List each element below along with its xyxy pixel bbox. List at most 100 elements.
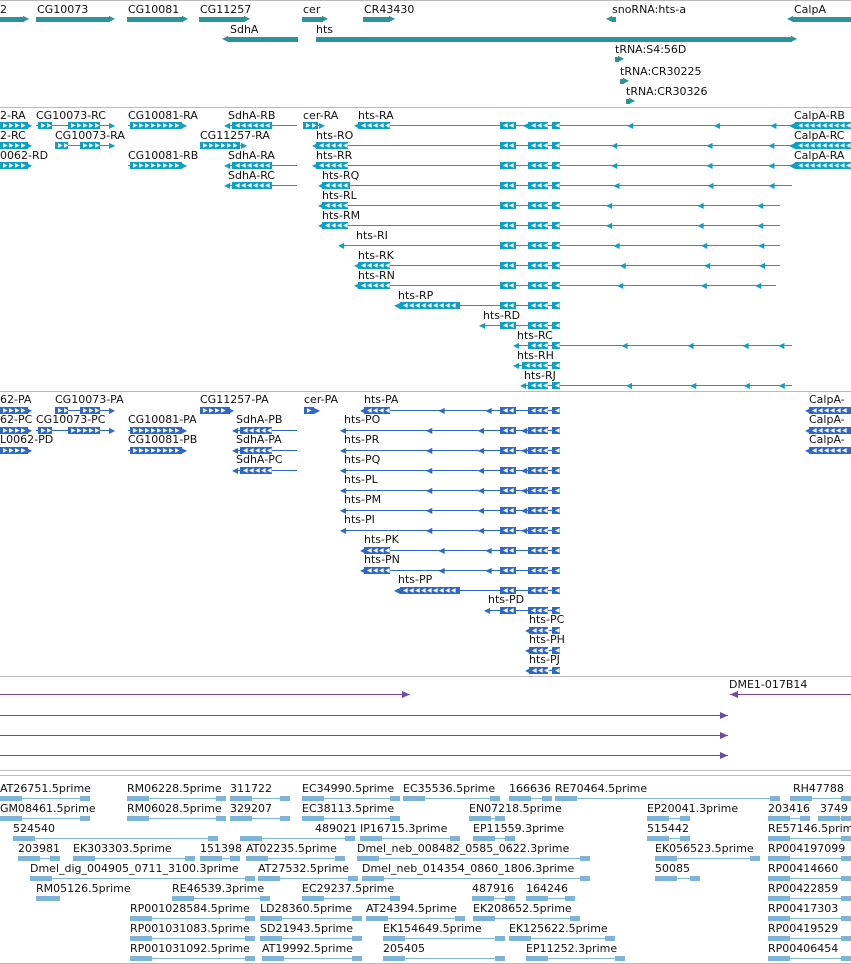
strand-arrow-icon: ◀ xyxy=(537,447,542,454)
strand-arrow-icon: ◀ xyxy=(503,527,508,534)
strand-arrow-icon: ◀ xyxy=(768,181,775,190)
est-block xyxy=(172,896,194,901)
feature-label: CG10073-PC xyxy=(36,413,106,426)
intron-line xyxy=(344,430,560,431)
strand-arrow-icon: ◀ xyxy=(331,162,336,169)
est-block xyxy=(366,916,388,921)
est-line xyxy=(127,798,226,799)
strand-arrow-icon: ▶ xyxy=(89,407,94,414)
strand-arrow-icon: ▶ xyxy=(233,142,238,149)
est-block xyxy=(127,796,149,801)
strand-arrow-icon: ◀ xyxy=(373,262,378,269)
gene-bar xyxy=(316,37,792,42)
strand-arrow-icon: ▶ xyxy=(314,406,321,415)
strand-arrow-icon: ◀ xyxy=(253,122,258,129)
strand-arrow-icon: ◀ xyxy=(810,162,815,169)
feature-label: hts-RN xyxy=(358,269,395,282)
strand-arrow-icon: ◀ xyxy=(485,546,492,555)
est-block xyxy=(841,916,851,921)
est-block xyxy=(73,856,95,861)
feature-end xyxy=(730,691,738,698)
strand-arrow-icon: ◀ xyxy=(343,222,348,229)
strand-arrow-icon: ▶ xyxy=(3,142,8,149)
est-block xyxy=(246,856,268,861)
est-block xyxy=(362,876,384,881)
strand-arrow-icon: ◀ xyxy=(261,467,266,474)
intron-line xyxy=(398,590,560,591)
strand-arrow-icon: ◀ xyxy=(354,122,360,130)
feature-label: RE57146.5prime xyxy=(768,822,851,835)
strand-arrow-icon: ◀ xyxy=(241,182,246,189)
strand-arrow-icon: ▶ xyxy=(21,447,26,454)
feature-label: CalpA-RB xyxy=(794,109,845,122)
feature-label: RP00422859 xyxy=(768,882,839,895)
exon-block xyxy=(500,302,516,309)
strand-arrow-icon: ◀ xyxy=(385,407,390,414)
strand-arrow-icon: ◀ xyxy=(525,667,531,675)
strand-arrow-icon: ▶ xyxy=(77,427,82,434)
strand-arrow-icon: ◀ xyxy=(503,142,508,149)
strand-arrow-icon: ◀ xyxy=(531,567,536,574)
strand-arrow-icon: ◀ xyxy=(312,142,318,150)
strand-arrow-icon: ◀ xyxy=(255,447,260,454)
strand-arrow-icon: ◀ xyxy=(261,427,266,434)
strand-arrow-icon: ▶ xyxy=(145,162,150,169)
feature-label: 489021 xyxy=(315,822,357,835)
intron-line xyxy=(344,510,560,511)
strand-arrow-icon: ◀ xyxy=(379,122,384,129)
strand-arrow-icon: ▶ xyxy=(95,122,100,129)
strand-arrow-icon: ◀ xyxy=(503,222,508,229)
exon-block xyxy=(552,122,560,129)
strand-arrow-icon: ◀ xyxy=(319,162,324,169)
intron-line xyxy=(358,125,792,126)
strand-arrow-icon: ◀ xyxy=(503,607,508,614)
strand-arrow-icon: ▶ xyxy=(244,14,251,23)
exon-block xyxy=(528,507,548,514)
gene-bar xyxy=(199,17,245,22)
exon-block xyxy=(795,142,851,149)
strand-arrow-icon: ◀ xyxy=(337,202,342,209)
strand-arrow-icon: ◀ xyxy=(477,506,485,515)
exon-block xyxy=(528,547,548,554)
est-block xyxy=(473,836,495,841)
strand-arrow-icon: ◀ xyxy=(822,162,827,169)
strand-arrow-icon: ◀ xyxy=(531,262,536,269)
track-separator xyxy=(0,0,851,1)
strand-arrow-icon: ◀ xyxy=(513,341,520,350)
strand-arrow-icon: ◀ xyxy=(555,487,560,494)
est-block xyxy=(245,916,255,921)
strand-arrow-icon: ◀ xyxy=(778,341,785,350)
strand-arrow-icon: ◀ xyxy=(503,427,508,434)
feature-label: L0062-PD xyxy=(0,433,54,446)
feature-label: EC29237.5prime xyxy=(302,882,395,895)
strand-arrow-icon: ▶ xyxy=(9,447,14,454)
est-block xyxy=(800,816,810,821)
exon-block xyxy=(232,122,272,129)
strand-arrow-icon: ◀ xyxy=(445,587,450,594)
strand-arrow-icon: ◀ xyxy=(235,182,240,189)
strand-arrow-icon: ◀ xyxy=(543,407,548,414)
exon-block xyxy=(528,282,548,289)
strand-arrow-icon: ◀ xyxy=(531,322,536,329)
strand-arrow-icon: ◀ xyxy=(707,181,714,190)
feature-label: EK056523.5prime xyxy=(655,842,754,855)
est-line xyxy=(383,938,505,939)
exon-block xyxy=(303,122,318,129)
feature-label: CG10073-PA xyxy=(55,393,124,406)
strand-arrow-icon: ◀ xyxy=(538,627,543,634)
strand-arrow-icon: ◀ xyxy=(810,122,815,129)
est-line xyxy=(655,878,700,879)
feature-label: hts-PM xyxy=(344,493,382,506)
strand-arrow-icon: ◀ xyxy=(235,162,240,169)
feature-label: 62-PA xyxy=(0,393,32,406)
strand-arrow-icon: ▶ xyxy=(26,446,33,455)
est-block xyxy=(352,956,362,961)
strand-arrow-icon: ◀ xyxy=(538,647,543,654)
feature-label: CR43430 xyxy=(364,3,415,16)
strand-arrow-icon: ◀ xyxy=(385,122,390,129)
intron-line xyxy=(344,530,560,531)
strand-arrow-icon: ◀ xyxy=(331,222,336,229)
strand-arrow-icon: ▶ xyxy=(228,406,235,415)
feature-label: tRNA:CR30225 xyxy=(620,65,702,78)
strand-arrow-icon: ▶ xyxy=(175,122,180,129)
